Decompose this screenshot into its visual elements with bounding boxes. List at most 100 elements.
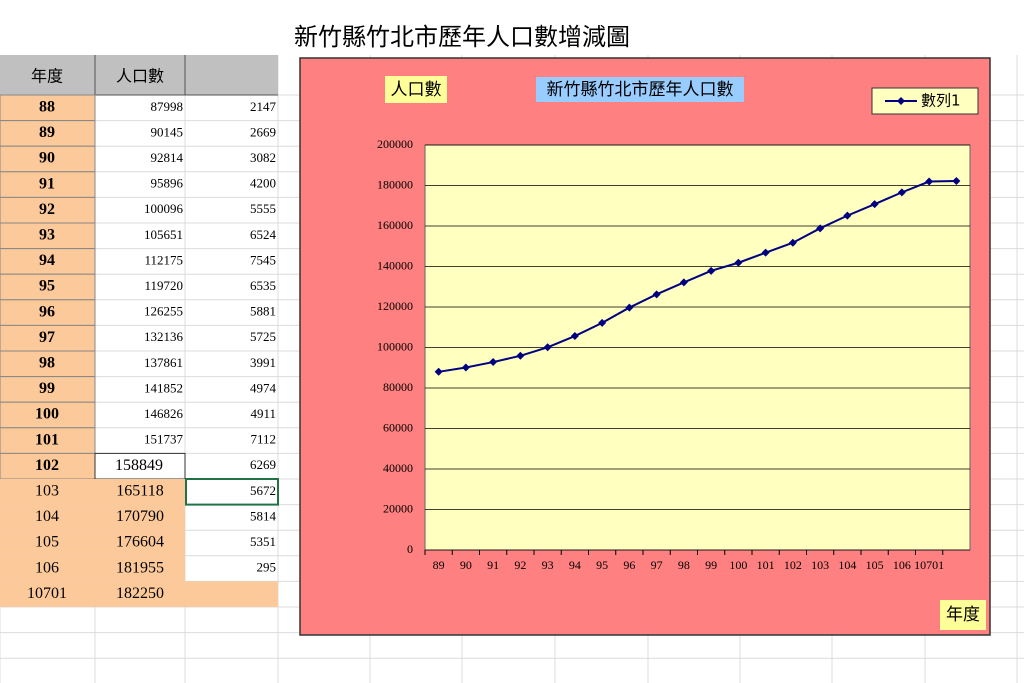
chart: 0 20000 40000 60000 80000 100000 120000 140000 1…	[377, 97, 970, 572]
column-header: 人口數	[116, 67, 164, 86]
page-title: 新竹縣竹北市歷年人口數增減圖	[294, 23, 630, 51]
change: 5881	[250, 304, 276, 319]
year-cell	[0, 479, 95, 505]
change: 4200	[250, 176, 276, 191]
change: 5725	[250, 329, 276, 344]
point	[679, 278, 688, 287]
x-tick-label: 93	[542, 558, 554, 572]
population: 170790	[116, 508, 164, 525]
y-tick-label: 0	[407, 542, 413, 556]
year-cell	[0, 120, 96, 147]
y-tick-label: 80000	[383, 380, 413, 394]
year: 10701	[27, 585, 67, 602]
y-tick-label: 60000	[383, 420, 413, 434]
x-tick-label: 100	[729, 558, 747, 572]
x-label-box	[940, 600, 986, 630]
legend-marker	[897, 97, 905, 105]
population: 158849	[115, 457, 163, 474]
year: 104	[35, 508, 59, 525]
change: 5555	[250, 201, 276, 216]
header-row	[0, 55, 278, 95]
year: 98	[39, 354, 55, 371]
y-tick-label: 100000	[377, 339, 413, 353]
pop-cell	[95, 504, 185, 531]
y-axis-label: 人口數	[391, 80, 442, 100]
chart-title-box	[536, 77, 744, 102]
data-table: 年度 人口數 88 87998 2147 89 90145 2669 90 92814 3082 91…	[0, 55, 279, 607]
x-axis-label: 年度	[946, 605, 980, 625]
year: 89	[39, 124, 55, 141]
pop-cell	[95, 581, 185, 607]
year: 91	[39, 175, 55, 192]
point	[652, 290, 661, 299]
chart-title: 新竹縣竹北市歷年人口數	[547, 80, 734, 100]
change-cell	[185, 581, 278, 607]
point	[870, 200, 879, 209]
x-tick-label: 98	[678, 558, 690, 572]
population: 100096	[144, 201, 184, 216]
year: 93	[39, 226, 55, 243]
column-header: 年度	[31, 67, 63, 86]
change: 5672	[250, 483, 276, 498]
point	[925, 177, 934, 186]
population: 176604	[116, 534, 164, 551]
y-tick-label: 140000	[377, 258, 413, 272]
year-cell	[0, 555, 95, 582]
x-tick-label: 105	[866, 558, 884, 572]
point	[461, 363, 470, 372]
point	[788, 238, 797, 247]
point	[734, 258, 743, 267]
x-tick-label: 102	[784, 558, 802, 572]
change: 4911	[250, 406, 276, 421]
population: 151737	[144, 432, 184, 447]
legend-label: 數列1	[921, 92, 961, 110]
year: 106	[35, 559, 59, 576]
year-cell	[0, 222, 96, 250]
population: 182250	[116, 585, 164, 602]
year: 100	[35, 406, 59, 423]
year-cell	[0, 530, 95, 556]
population: 119720	[144, 278, 183, 293]
change: 7112	[250, 432, 276, 447]
x-tick-label: 104	[838, 558, 856, 572]
change: 6535	[250, 278, 276, 293]
y-tick-label: 200000	[377, 137, 413, 151]
year: 99	[39, 380, 55, 397]
change: 7545	[250, 252, 276, 267]
change: 6269	[250, 457, 276, 472]
x-tick-label: 90	[460, 558, 472, 572]
point	[625, 303, 634, 312]
x-tick-label: 99	[705, 558, 717, 572]
x-tick-label: 103	[811, 558, 829, 572]
point	[434, 367, 443, 376]
point	[843, 211, 852, 220]
point	[897, 188, 906, 197]
point	[598, 318, 607, 327]
year: 96	[39, 303, 55, 320]
pop-cell	[95, 530, 185, 556]
point	[543, 343, 552, 352]
year: 90	[39, 150, 55, 167]
point	[761, 248, 770, 257]
population: 181955	[116, 559, 164, 576]
year: 95	[39, 278, 55, 295]
year-cell	[0, 350, 96, 378]
pop-cell	[95, 555, 185, 582]
point	[516, 351, 525, 360]
population: 141852	[144, 380, 183, 395]
y-tick-label: 120000	[377, 299, 413, 313]
population: 87998	[151, 99, 184, 114]
x-tick-label: 97	[651, 558, 663, 572]
point	[952, 176, 961, 185]
x-tick-label: 94	[569, 558, 581, 572]
x-tick-label: 95	[596, 558, 608, 572]
x-tick-label: 101	[757, 558, 775, 572]
x-tick-label: 91	[487, 558, 499, 572]
population: 132136	[144, 329, 184, 344]
year: 94	[39, 252, 55, 269]
change: 6524	[250, 227, 277, 242]
population: 112175	[144, 252, 183, 267]
change: 3991	[250, 355, 276, 370]
year-cell	[0, 376, 96, 403]
year: 105	[35, 534, 59, 551]
